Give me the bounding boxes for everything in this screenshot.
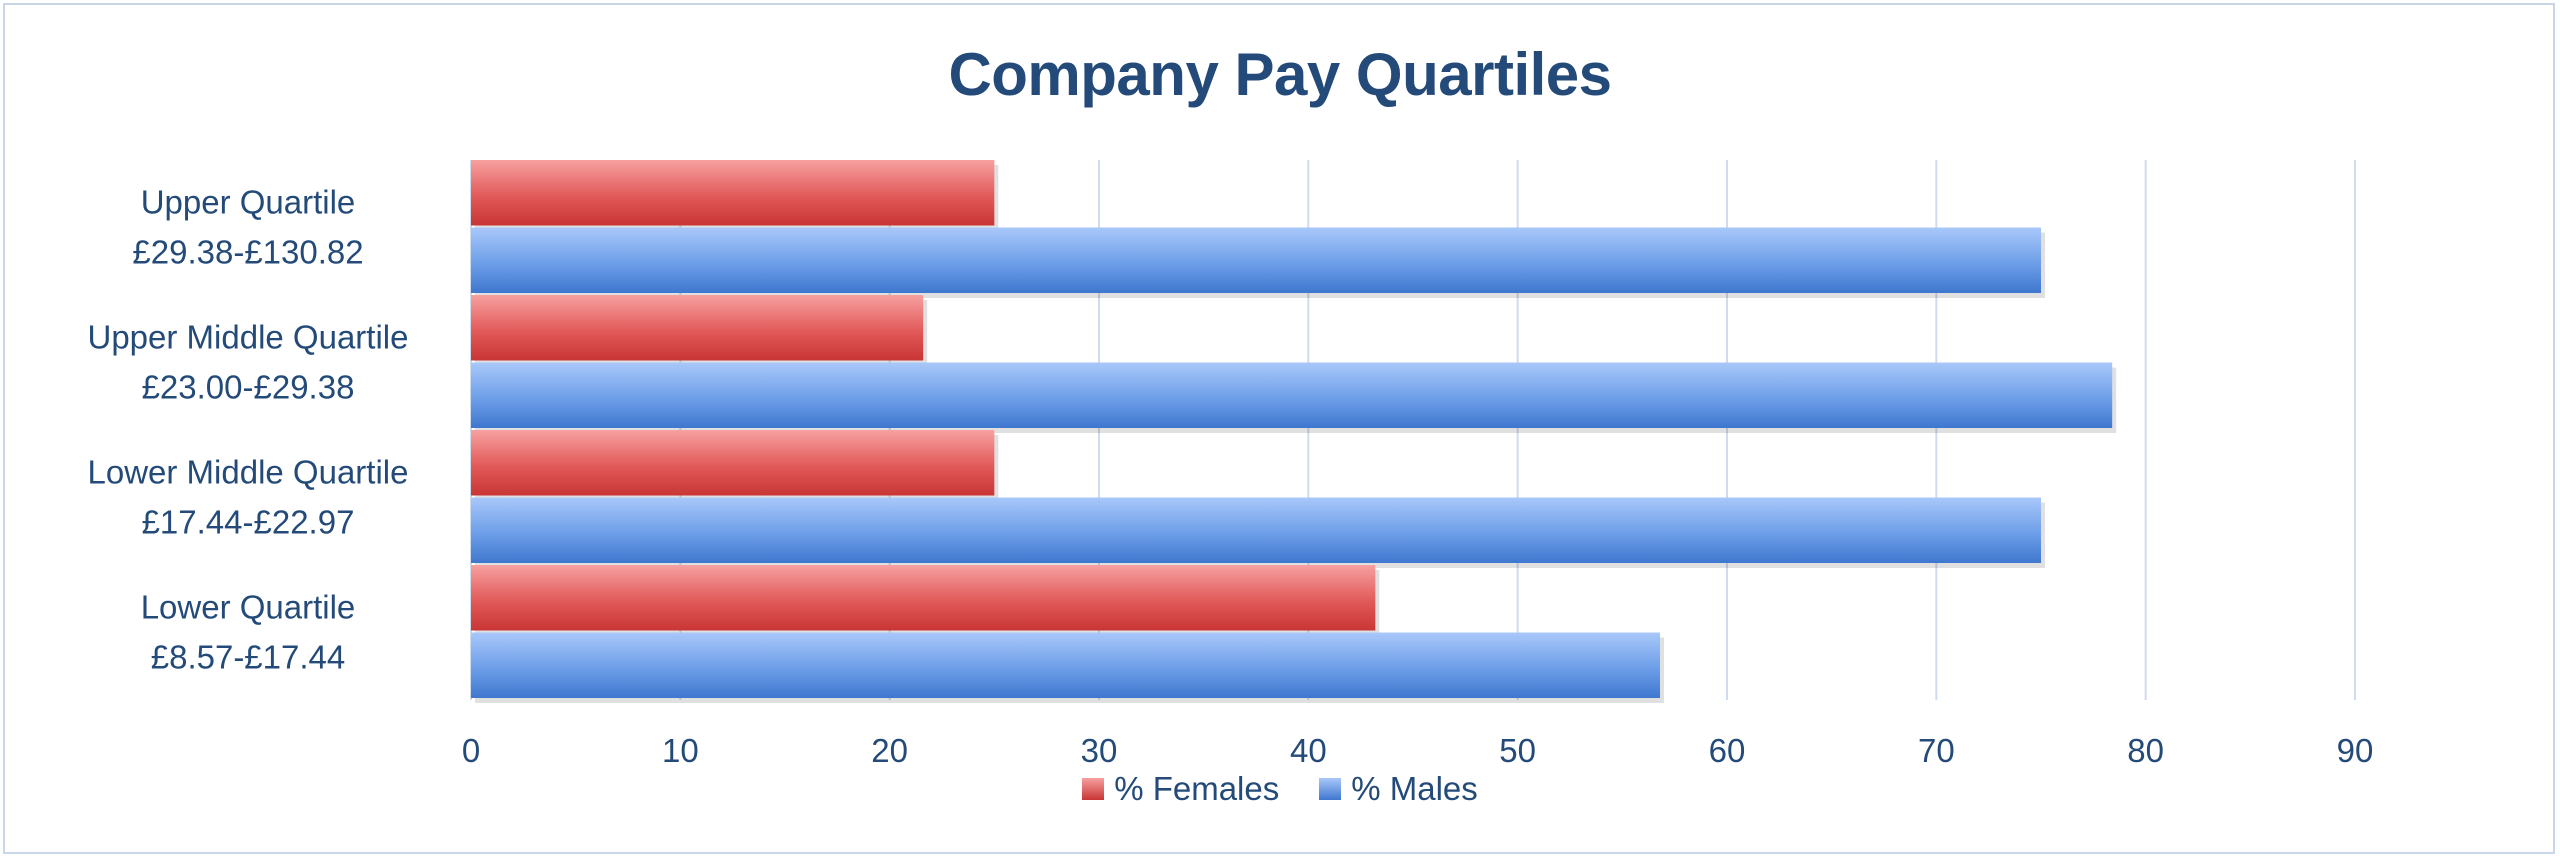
x-tick-30: 30	[1081, 732, 1118, 769]
x-tick-70: 70	[1918, 732, 1955, 769]
bar-females-2	[471, 430, 995, 496]
legend-swatch-females	[1082, 778, 1105, 800]
bar-females-0	[471, 160, 995, 226]
bar-females-3	[471, 565, 1376, 631]
category-label-line2: £23.00-£29.38	[142, 369, 355, 406]
x-tick-60: 60	[1709, 732, 1746, 769]
legend-item-males: % Males	[1319, 770, 1478, 808]
category-label-line1: Lower Middle Quartile	[88, 454, 409, 491]
chart-frame	[3, 3, 2555, 854]
x-tick-labels: 0 10 20 30 40 50 60 70 80 90	[462, 732, 2374, 769]
legend-item-females: % Females	[1082, 770, 1279, 808]
category-label-line1: Lower Quartile	[141, 589, 356, 626]
category-label-line1: Upper Quartile	[141, 184, 356, 221]
category-label-line2: £17.44-£22.97	[142, 504, 355, 541]
x-tick-50: 50	[1499, 732, 1536, 769]
category-label-line2: £8.57-£17.44	[151, 639, 346, 676]
x-tick-80: 80	[2127, 732, 2164, 769]
x-tick-0: 0	[462, 732, 480, 769]
bars	[471, 160, 2117, 703]
legend: % Females % Males	[0, 770, 2560, 808]
bar-females-1	[471, 295, 924, 361]
chart-title: Company Pay Quartiles	[948, 41, 1612, 108]
x-tick-10: 10	[662, 732, 699, 769]
bar-males-0	[471, 227, 2041, 293]
legend-swatch-males	[1319, 778, 1342, 800]
category-label-line2: £29.38-£130.82	[132, 234, 363, 271]
x-tick-20: 20	[871, 732, 908, 769]
category-label-line1: Upper Middle Quartile	[88, 319, 409, 356]
legend-label-females: % Females	[1114, 770, 1280, 807]
bar-males-1	[471, 362, 2113, 428]
x-tick-90: 90	[2337, 732, 2374, 769]
x-tick-40: 40	[1290, 732, 1327, 769]
legend-label-males: % Males	[1351, 770, 1478, 807]
bar-males-2	[471, 497, 2041, 563]
category-labels: Upper Quartile £29.38-£130.82 Upper Middle…	[88, 184, 409, 676]
bar-males-3	[471, 632, 1661, 698]
